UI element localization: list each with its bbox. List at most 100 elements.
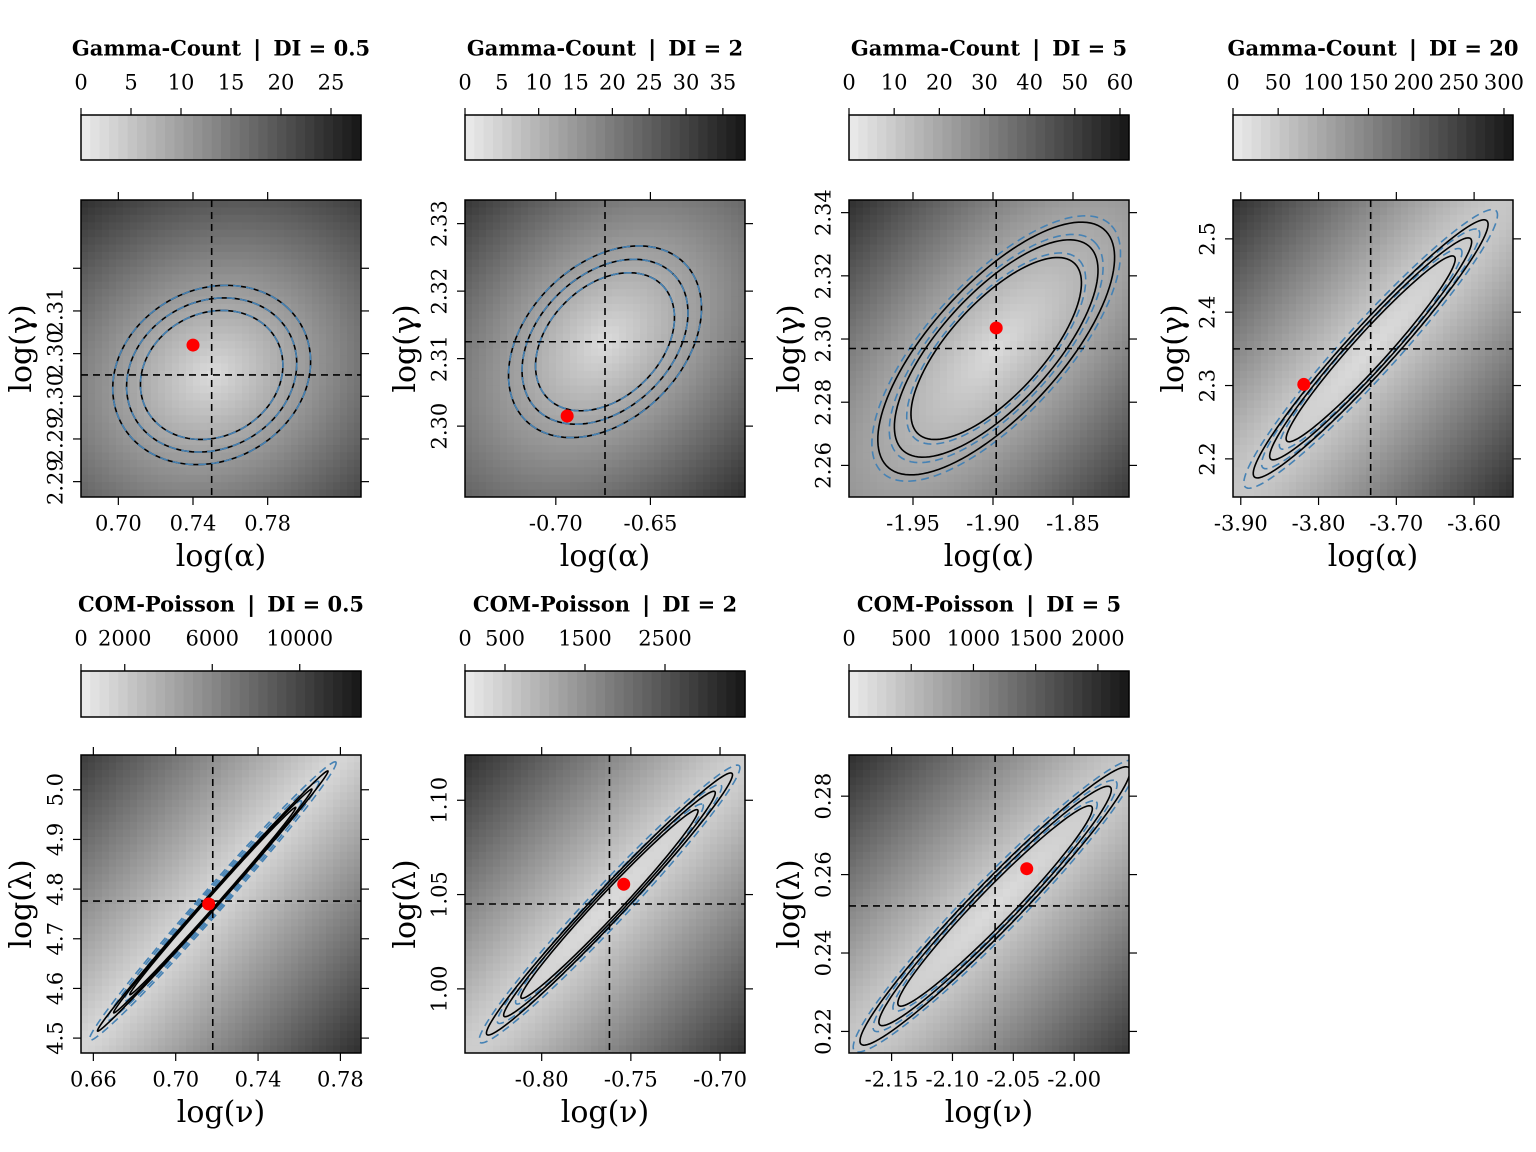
heatmap-cell [221,363,229,372]
heatmap-cell [877,489,885,497]
heatmap-cell [472,370,480,379]
heatmap-cell [535,385,543,394]
heatmap-cell [647,474,655,483]
colorbar-segment [689,115,699,160]
heatmap-cell [130,378,138,387]
heatmap-cell [856,281,864,290]
heatmap-cell [326,363,334,372]
heatmap-cell [598,229,606,238]
heatmap-cell [486,363,494,372]
heatmap-cell [856,370,864,379]
heatmap-cell [640,430,648,439]
heatmap-cell [179,244,187,253]
heatmap-cell [1108,333,1116,342]
heatmap-cell [528,289,536,298]
heatmap-cell [1073,452,1081,461]
heatmap-cell [81,326,89,335]
heatmap-cell [1122,311,1129,320]
heatmap-cell [563,363,571,372]
heatmap-cell [640,459,648,468]
colorbar-segment [249,115,259,160]
heatmap-cell [731,385,739,394]
heatmap-cell [724,363,732,372]
heatmap-cell [228,289,236,298]
heatmap-cell [144,415,152,424]
heatmap-cell [1024,452,1032,461]
heatmap-cell [598,214,606,223]
heatmap-cell [870,214,878,223]
heatmap-cell [1031,281,1039,290]
heatmap-cell [863,348,871,357]
heatmap-cell [633,229,641,238]
heatmap-cell [682,474,690,483]
heatmap-cell [193,437,201,446]
heatmap-cell [912,303,920,312]
heatmap-cell [472,281,480,290]
heatmap-cell [584,289,592,298]
heatmap-cell [898,422,906,431]
heatmap-cell [102,333,110,342]
heatmap-cell [214,415,222,424]
heatmap-cell [717,452,725,461]
heatmap-cell [263,422,271,431]
heatmap-cell [535,207,543,216]
heatmap-cell [738,289,745,298]
heatmap-cell [207,281,215,290]
heatmap-cell [1024,289,1032,298]
heatmap-cell [200,385,208,394]
heatmap-cell [654,370,662,379]
heatmap-cell [556,400,564,409]
heatmap-cell [514,237,522,246]
x-tick-label: -0.65 [623,512,677,536]
heatmap-cell [521,333,529,342]
heatmap-cell [256,452,264,461]
heatmap-cell [626,370,634,379]
heatmap-cell [940,326,948,335]
heatmap-cell [947,274,955,283]
heatmap-cell [116,489,124,497]
heatmap-cell [263,251,271,260]
heatmap-cell [228,437,236,446]
heatmap-cell [249,474,257,483]
heatmap-cell [535,229,543,238]
heatmap-cell [647,207,655,216]
heatmap-cell [354,489,361,497]
heatmap-cell [940,437,948,446]
heatmap-cell [249,244,257,253]
heatmap-cell [968,303,976,312]
heatmap-cell [1045,430,1053,439]
heatmap-cell [905,407,913,416]
heatmap-cell [1066,214,1074,223]
heatmap-cell [521,237,529,246]
heatmap-cell [570,266,578,275]
heatmap-cell [856,385,864,394]
heatmap-cell [661,363,669,372]
heatmap-cell [633,363,641,372]
heatmap-cell [549,214,557,223]
heatmap-cell [1017,207,1025,216]
heatmap-cell [305,251,313,260]
heatmap-cell [968,482,976,491]
heatmap-cell [319,303,327,312]
heatmap-cell [298,400,306,409]
heatmap-cell [717,333,725,342]
heatmap-cell [235,296,243,305]
heatmap-cell [584,430,592,439]
heatmap-cell [605,274,613,283]
heatmap-cell [947,214,955,223]
heatmap-cell [172,251,180,260]
heatmap-cell [158,207,166,216]
heatmap-cell [556,437,564,446]
heatmap-cell [898,289,906,298]
heatmap-cell [109,482,117,491]
heatmap-cell [500,311,508,320]
heatmap-cell [465,326,473,335]
heatmap-cell [989,407,997,416]
heatmap-cell [277,200,285,209]
heatmap-cell [88,482,96,491]
heatmap-cell [1003,378,1011,387]
heatmap-cell [661,259,669,268]
heatmap-cell [996,393,1004,402]
heatmap-cell [542,378,550,387]
heatmap-cell [863,415,871,424]
